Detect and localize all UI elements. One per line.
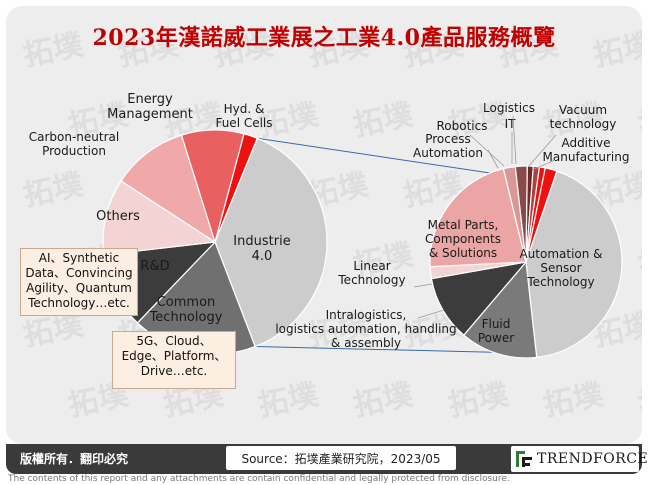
page-title: 2023年漢諾威工業展之工業4.0產品服務概覽: [92, 25, 556, 51]
label-others: Others: [96, 209, 140, 224]
trendforce-logo: TRENDFORCE: [511, 446, 648, 472]
leader-line: [512, 115, 517, 165]
rd-note: AI、Synthetic Data、Convincing Agility、Qua…: [20, 248, 138, 316]
trendforce-mark-icon: [516, 451, 532, 467]
pie-slice: [525, 170, 623, 359]
label-fluid-power: Fluid Power: [478, 317, 514, 345]
pie-slice: [120, 134, 217, 244]
common-tech-note: 5G、Cloud、Edge、Platform、Drive…etc.: [112, 331, 236, 389]
pie-slice: [430, 261, 528, 336]
label-industrie-4: Industrie 4.0: [233, 234, 290, 264]
pie-slice: [214, 137, 328, 348]
leader-line: [531, 159, 556, 171]
label-additive-manufacturing: Additive Manufacturing: [543, 136, 630, 164]
disclaimer-text: The contents of this report and any atta…: [8, 474, 510, 484]
watermark-mark: 拓墣: [635, 237, 642, 284]
connector-line-top: [257, 137, 491, 174]
copyright-text: 版權所有．翻印必究: [20, 452, 129, 466]
label-logistics: Logistics: [483, 101, 535, 115]
label-robotics: Robotics: [437, 119, 488, 133]
label-linear-technology: Linear Technology: [337, 259, 405, 287]
label-hyd-fuel-cells: Hyd. & Fuel Cells: [215, 102, 272, 130]
source-box: [226, 446, 456, 470]
source-text: Source：拓墣產業研究院，2023/05: [241, 452, 441, 466]
pie-slice: [462, 260, 538, 359]
label-process-automation: Process Automation: [413, 132, 483, 160]
label-vacuum-technology: Vacuum technology: [550, 103, 617, 131]
pie-slice: [429, 167, 527, 268]
content-panel: 拓墣 拓墣 拓墣 拓墣 拓墣 拓墣 拓墣 拓墣 拓墣 拓墣 拓墣 拓墣 拓墣 拓墣 拓墣 拓墣 拓墣 拓墣 拓墣 拓墣…: [6, 6, 642, 444]
label-energy-management: Energy Management: [107, 92, 193, 122]
leader-line: [469, 134, 505, 167]
pie-slice: [180, 129, 245, 245]
label-metal-parts: Metal Parts, Components & Solutions: [425, 218, 501, 260]
footer: 版權所有．翻印必究 Source：拓墣產業研究院，2023/05 TRENDFO…: [6, 444, 648, 474]
watermark-mark: 拓墣: [635, 97, 642, 144]
connector-line-bottom: [255, 346, 494, 353]
label-it: IT: [505, 117, 517, 131]
leader-line: [413, 283, 433, 288]
label-carbon-neutral: Carbon-neutral Production: [29, 130, 119, 158]
label-common-technology: Common Technology: [149, 295, 223, 325]
leader-line: [527, 134, 557, 168]
watermark-mark: 拓墣: [635, 377, 642, 424]
leader-line: [417, 309, 445, 319]
label-automation-sensor: Automation & Sensor Technology: [519, 247, 602, 289]
label-intralogistics: Intralogistics, logistics automation, han…: [275, 308, 456, 350]
label-rd: R&D: [140, 259, 169, 274]
pie-charts: Hyd. & Fuel Cells Industrie 4.0 Common Techno…: [29, 92, 630, 359]
logo-wordmark: TRENDFORCE: [537, 451, 649, 467]
